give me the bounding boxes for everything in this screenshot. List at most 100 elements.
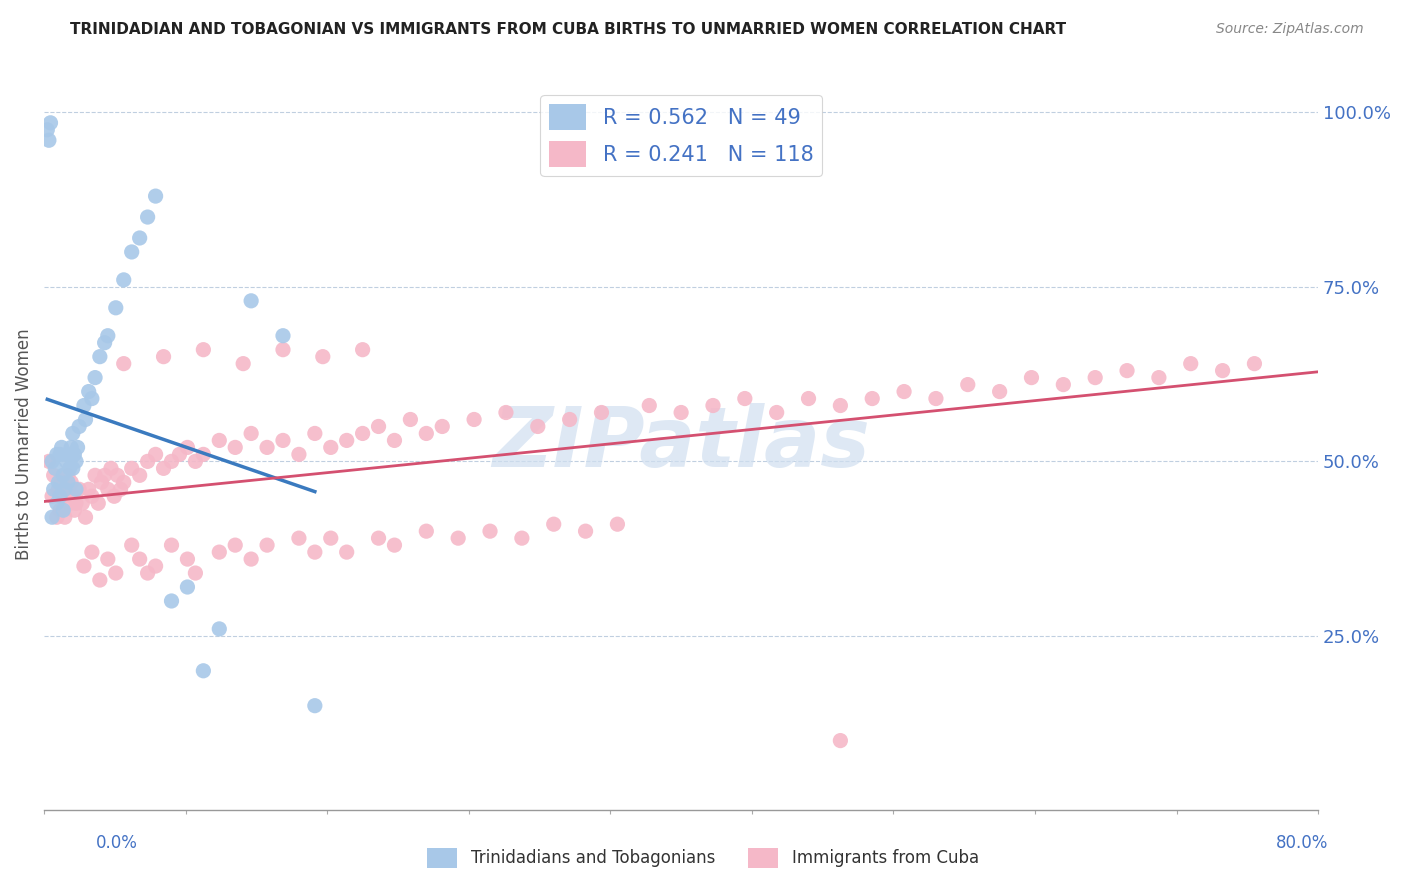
- Point: [84, 468, 107, 483]
- Point: [48, 475, 70, 490]
- Point: [765, 405, 787, 419]
- Point: [58, 461, 80, 475]
- Point: [51, 441, 73, 455]
- Text: 0.0%: 0.0%: [96, 834, 138, 852]
- Point: [1052, 377, 1074, 392]
- Point: [1212, 363, 1234, 377]
- Point: [51, 475, 73, 490]
- Point: [112, 357, 135, 371]
- Point: [73, 399, 96, 413]
- Text: TRINIDADIAN AND TOBAGONIAN VS IMMIGRANTS FROM CUBA BIRTHS TO UNMARRIED WOMEN COR: TRINIDADIAN AND TOBAGONIAN VS IMMIGRANTS…: [70, 22, 1066, 37]
- Point: [89, 573, 111, 587]
- Point: [240, 552, 263, 566]
- Point: [152, 461, 174, 475]
- Point: [80, 392, 103, 406]
- Point: [232, 357, 254, 371]
- Point: [479, 524, 502, 538]
- Point: [574, 524, 596, 538]
- Point: [208, 622, 231, 636]
- Point: [65, 483, 87, 497]
- Point: [56, 447, 79, 461]
- Point: [84, 370, 107, 384]
- Point: [121, 461, 143, 475]
- Point: [49, 489, 72, 503]
- Point: [121, 538, 143, 552]
- Point: [271, 328, 294, 343]
- Point: [45, 447, 67, 461]
- Point: [53, 510, 76, 524]
- Point: [1116, 363, 1139, 377]
- Point: [89, 350, 111, 364]
- Point: [240, 426, 263, 441]
- Point: [128, 231, 150, 245]
- Point: [65, 496, 87, 510]
- Point: [105, 468, 128, 483]
- Point: [75, 510, 97, 524]
- Point: [77, 483, 100, 497]
- Point: [304, 426, 326, 441]
- Point: [97, 552, 120, 566]
- Point: [73, 559, 96, 574]
- Point: [72, 496, 94, 510]
- Point: [62, 461, 84, 475]
- Point: [67, 419, 90, 434]
- Point: [77, 384, 100, 399]
- Point: [97, 328, 120, 343]
- Point: [80, 545, 103, 559]
- Point: [208, 434, 231, 448]
- Point: [240, 293, 263, 308]
- Point: [52, 468, 75, 483]
- Point: [110, 483, 132, 497]
- Point: [193, 343, 215, 357]
- Point: [447, 531, 470, 545]
- Point: [176, 441, 198, 455]
- Point: [367, 531, 389, 545]
- Point: [145, 559, 167, 574]
- Point: [160, 454, 183, 468]
- Point: [1147, 370, 1170, 384]
- Point: [38, 133, 60, 147]
- Y-axis label: Births to Unmarried Women: Births to Unmarried Women: [15, 328, 32, 559]
- Point: [669, 405, 692, 419]
- Point: [52, 489, 75, 503]
- Point: [41, 454, 63, 468]
- Point: [136, 210, 159, 224]
- Point: [415, 426, 437, 441]
- Point: [38, 454, 60, 468]
- Point: [56, 475, 79, 490]
- Point: [136, 454, 159, 468]
- Point: [100, 461, 122, 475]
- Point: [48, 483, 70, 497]
- Point: [591, 405, 613, 419]
- Point: [121, 244, 143, 259]
- Point: [56, 468, 79, 483]
- Point: [1084, 370, 1107, 384]
- Point: [112, 273, 135, 287]
- Point: [176, 580, 198, 594]
- Point: [87, 496, 110, 510]
- Point: [271, 434, 294, 448]
- Point: [193, 447, 215, 461]
- Point: [60, 475, 83, 490]
- Text: ZIPatlas: ZIPatlas: [492, 403, 870, 484]
- Point: [152, 350, 174, 364]
- Point: [208, 545, 231, 559]
- Legend: Trinidadians and Tobagonians, Immigrants from Cuba: Trinidadians and Tobagonians, Immigrants…: [420, 841, 986, 875]
- Point: [42, 468, 65, 483]
- Point: [734, 392, 756, 406]
- Point: [702, 399, 724, 413]
- Point: [510, 531, 533, 545]
- Point: [52, 503, 75, 517]
- Point: [104, 566, 127, 580]
- Point: [55, 483, 77, 497]
- Point: [399, 412, 422, 426]
- Point: [128, 552, 150, 566]
- Point: [128, 468, 150, 483]
- Point: [60, 441, 83, 455]
- Point: [830, 733, 852, 747]
- Point: [956, 377, 979, 392]
- Point: [145, 189, 167, 203]
- Point: [53, 483, 76, 497]
- Point: [925, 392, 948, 406]
- Point: [319, 531, 342, 545]
